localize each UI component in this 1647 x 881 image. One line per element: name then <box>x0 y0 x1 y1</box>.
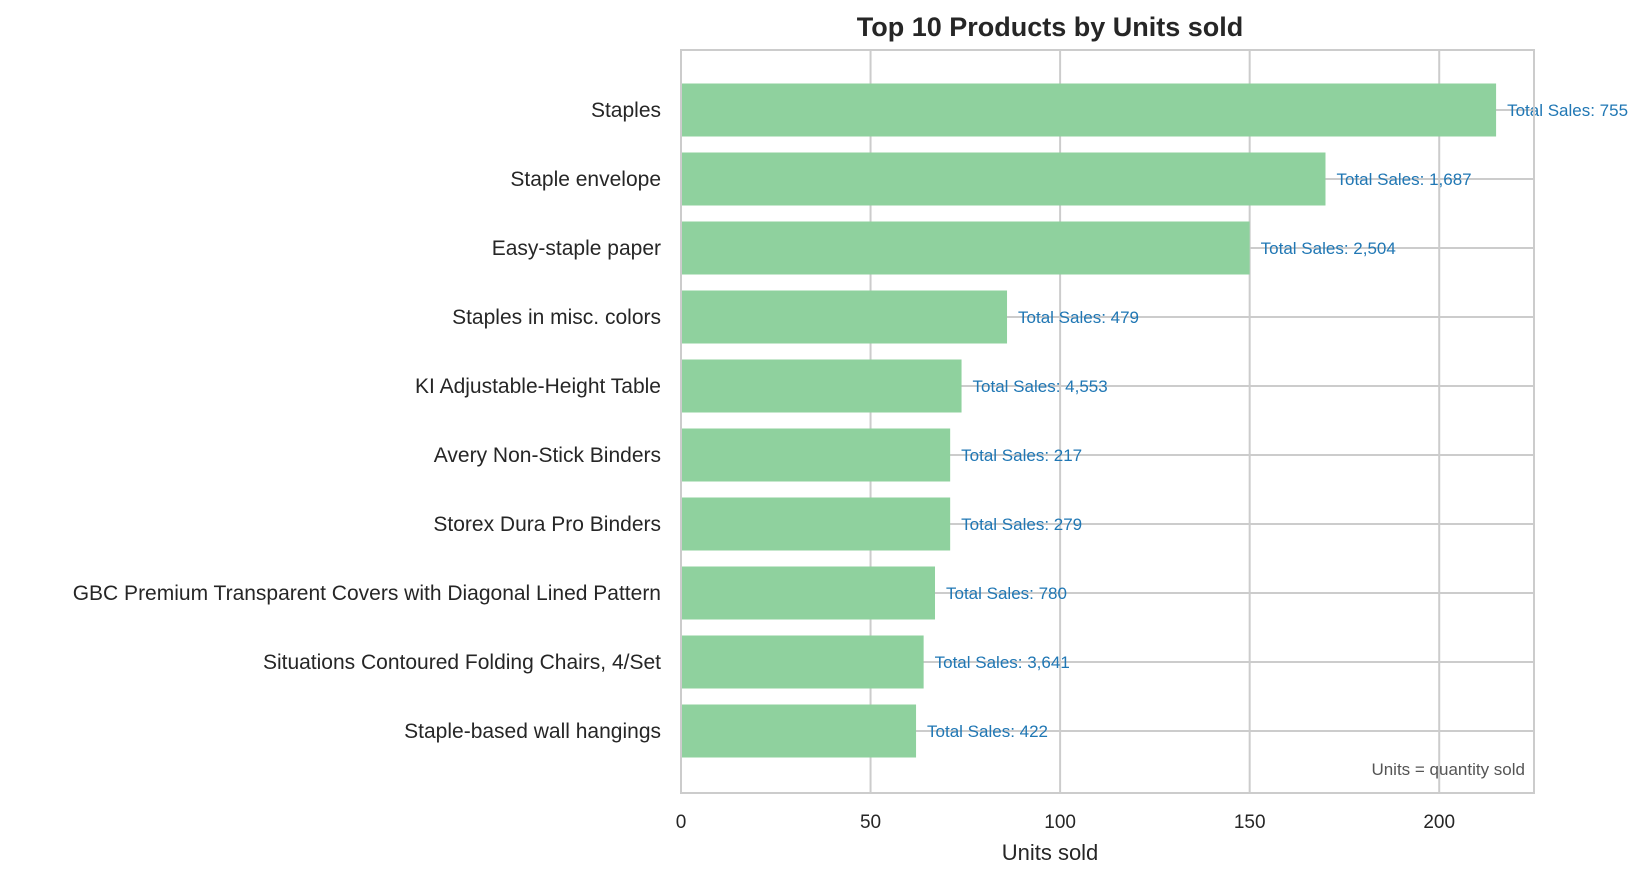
data-label: Total Sales: 479 <box>1018 308 1139 327</box>
bar <box>681 290 1008 344</box>
x-axis-label: Units sold <box>1002 840 1099 865</box>
data-label: Total Sales: 2,504 <box>1261 239 1396 258</box>
x-tick-label: 50 <box>860 812 881 833</box>
y-tick-label: Situations Contoured Folding Chairs, 4/S… <box>263 651 661 674</box>
x-tick-label: 150 <box>1234 812 1266 833</box>
bar <box>681 152 1326 206</box>
x-tick-labels: 0 50 100 150 200 <box>676 812 1455 833</box>
y-tick-label: Storex Dura Pro Binders <box>433 513 661 536</box>
data-label: Total Sales: 422 <box>927 722 1048 741</box>
y-tick-label: GBC Premium Transparent Covers with Diag… <box>73 582 661 605</box>
bar <box>681 359 962 413</box>
plot-frame <box>680 49 1535 794</box>
y-tick-label: Staple-based wall hangings <box>404 720 661 743</box>
y-tick-label: Staples <box>591 99 661 122</box>
y-tick-label: Avery Non-Stick Binders <box>434 444 661 467</box>
x-tick-label: 0 <box>676 812 687 833</box>
bar <box>681 566 936 620</box>
bar <box>681 83 1497 137</box>
data-label: Total Sales: 780 <box>946 584 1067 603</box>
bar <box>681 497 951 551</box>
chart-title: Top 10 Products by Units sold <box>857 12 1244 42</box>
bar <box>681 635 924 689</box>
data-label: Total Sales: 3,641 <box>935 653 1070 672</box>
units-note: Units = quantity sold <box>1371 760 1525 779</box>
bar <box>681 704 917 758</box>
data-label: Total Sales: 279 <box>961 515 1082 534</box>
y-tick-labels: Staples Staple envelope Easy-staple paper S… <box>73 99 661 743</box>
data-label: Total Sales: 755 <box>1507 101 1628 120</box>
bar <box>681 428 951 482</box>
data-label: Total Sales: 217 <box>961 446 1082 465</box>
data-label: Total Sales: 1,687 <box>1336 170 1471 189</box>
bar <box>681 221 1250 275</box>
x-tick-label: 200 <box>1423 812 1455 833</box>
data-label: Total Sales: 4,553 <box>973 377 1108 396</box>
data-labels-layer: Total Sales: 755 Total Sales: 1,687 Total … <box>927 101 1628 741</box>
x-tick-label: 100 <box>1044 812 1076 833</box>
y-tick-label: Staple envelope <box>510 168 661 191</box>
y-tick-label: Staples in misc. colors <box>452 306 661 329</box>
bars-layer <box>681 83 1497 758</box>
y-tick-label: KI Adjustable-Height Table <box>415 375 661 398</box>
y-tick-label: Easy-staple paper <box>492 237 661 260</box>
